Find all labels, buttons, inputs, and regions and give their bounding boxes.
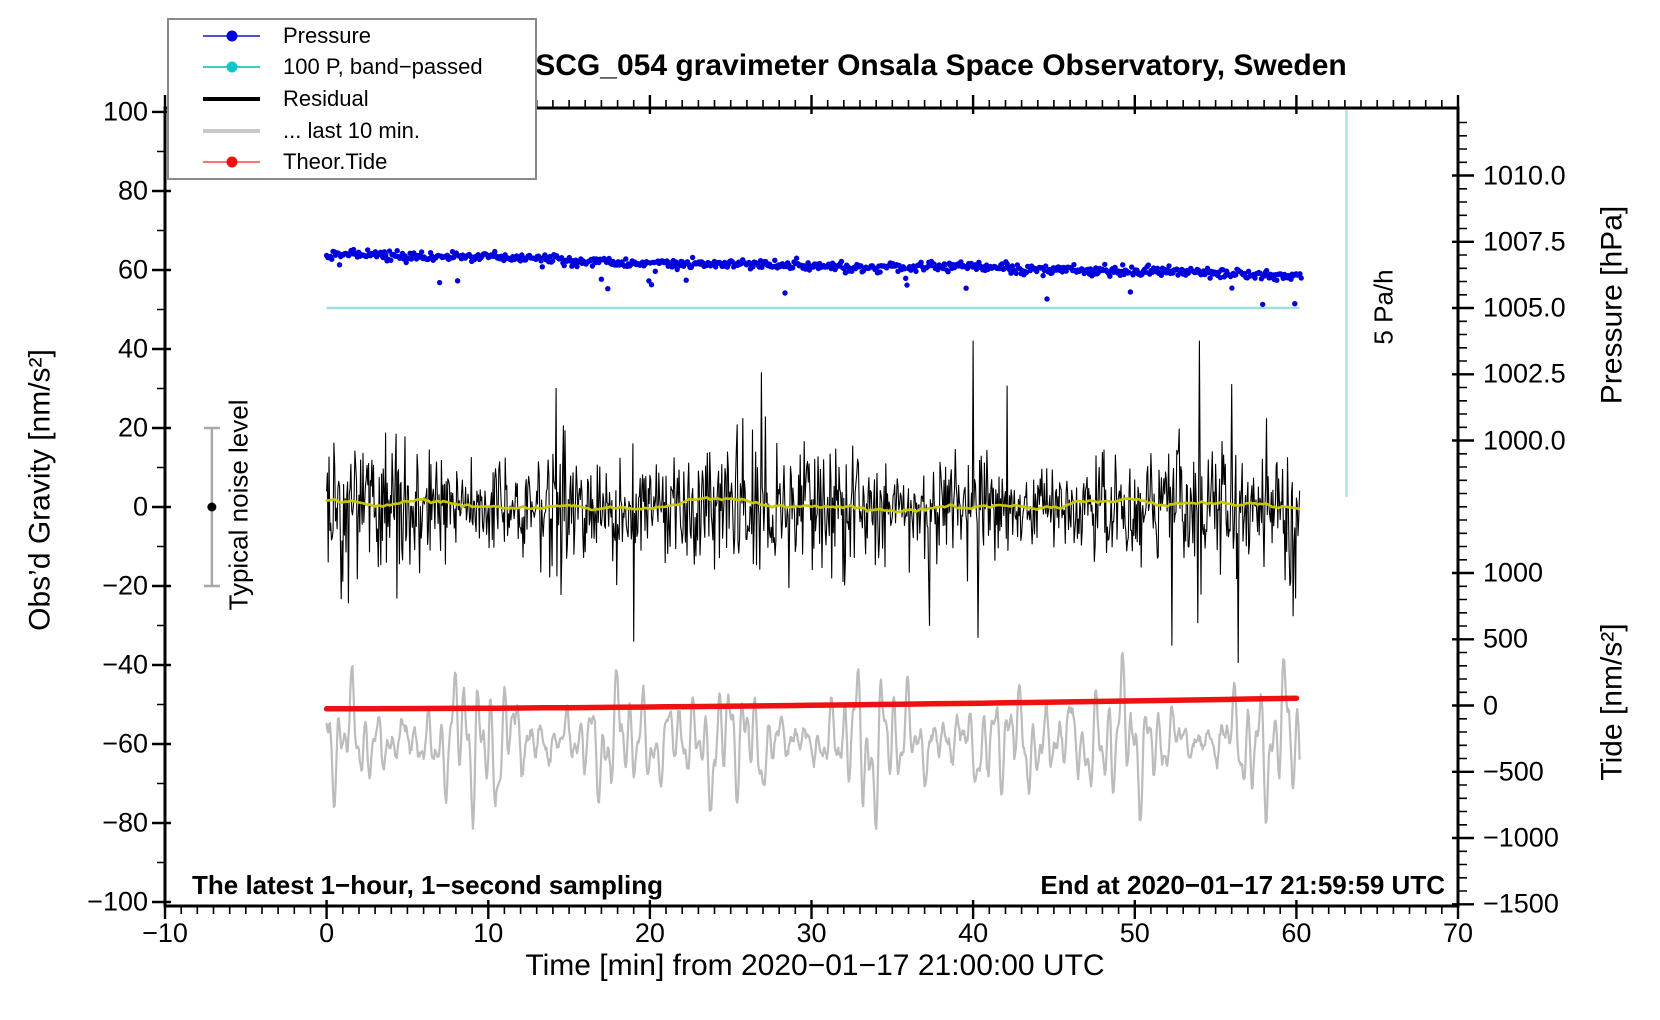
- legend-label: Theor.Tide: [283, 149, 388, 175]
- legend-swatch-theortide: [203, 156, 260, 168]
- legend-item-theortide: Theor.Tide: [169, 147, 535, 177]
- gravity-tick-label: 80: [117, 175, 148, 206]
- legend-item-pressure: Pressure: [169, 21, 535, 51]
- plot-frame: [163, 106, 1460, 908]
- x-tick-label: 10: [473, 918, 504, 948]
- pressure-dots: [323, 246, 1304, 308]
- y-axis-label-gravity: Obs’d Gravity [nm/s²]: [23, 349, 57, 631]
- major-ticks: [152, 95, 1474, 919]
- legend-item-last10min: ... last 10 min.: [169, 116, 535, 146]
- legend-box: Pressure 100 P, band−passed Residual ...…: [167, 18, 537, 180]
- pressure-tick-label: 1000.0: [1483, 425, 1566, 455]
- pressure-rate-label: 5 Pa/h: [1368, 269, 1399, 345]
- legend-label: Pressure: [283, 22, 372, 48]
- tide-tick-label: 1000: [1483, 557, 1544, 588]
- x-tick-label: 50: [1119, 918, 1150, 948]
- x-tick-label: 40: [958, 918, 989, 948]
- residual-trace: [326, 340, 1301, 664]
- pressure-tick-label: 1005.0: [1483, 292, 1566, 323]
- x-tick-label: 0: [319, 918, 335, 948]
- gravity-tick-label: 20: [117, 412, 148, 443]
- tide-tick-label: −1000: [1483, 822, 1559, 853]
- legend-label: 100 P, band−passed: [283, 54, 483, 80]
- minor-ticks: [157, 100, 1467, 914]
- legend-item-residual: Residual: [169, 84, 535, 114]
- gravity-tick-label: 60: [117, 254, 148, 285]
- y-axis-label-pressure: Pressure [hPa]: [1595, 205, 1629, 405]
- pressure-tick-label: 1002.5: [1483, 358, 1566, 389]
- legend-swatch-last10min: [203, 125, 260, 137]
- x-tick-label: 70: [1442, 918, 1474, 948]
- x-axis-label: Time [min] from 2020−01−17 21:00:00 UTC: [525, 949, 1105, 982]
- gravity-tick-label: −100: [87, 886, 148, 917]
- gravity-tick-label: −60: [102, 728, 148, 759]
- residual-last10min-trace: [325, 651, 1301, 830]
- gravity-tick-label: 0: [132, 491, 148, 522]
- chart-title: SCG_054 gravimeter Onsala Space Observat…: [535, 49, 1347, 82]
- tide-tick-label: −1500: [1483, 888, 1559, 919]
- noise-level-label: Typical noise level: [223, 399, 254, 611]
- tide-tick-label: 0: [1483, 690, 1499, 720]
- gravity-tick-label: 40: [117, 333, 148, 364]
- x-tick-label: 60: [1281, 918, 1312, 948]
- gravity-tick-label: −80: [102, 807, 148, 838]
- gravity-tick-label: 100: [102, 96, 148, 127]
- legend-swatch-residual: [203, 93, 260, 105]
- residual-mean-line: [325, 496, 1301, 514]
- legend-label: Residual: [283, 85, 369, 111]
- theoretical-tide-line: [323, 695, 1300, 712]
- sampling-annotation: The latest 1−hour, 1−second sampling: [192, 870, 664, 900]
- legend-swatch-pressure: [203, 30, 260, 42]
- end-time-annotation: End at 2020−01−17 21:59:59 UTC: [1040, 870, 1445, 900]
- y-axis-label-tide: Tide [nm/s²]: [1595, 623, 1629, 781]
- pressure-tick-label: 1007.5: [1483, 226, 1566, 257]
- legend-label: ... last 10 min.: [283, 117, 420, 143]
- tide-tick-label: 500: [1483, 623, 1529, 654]
- x-tick-label: 30: [796, 918, 827, 948]
- noise-level-dot: [207, 502, 217, 512]
- gravity-tick-label: −20: [102, 570, 148, 601]
- legend-item-bandpassed: 100 P, band−passed: [169, 52, 535, 82]
- legend-swatch-bandpassed: [203, 61, 260, 73]
- tide-tick-label: −500: [1483, 756, 1544, 787]
- gravity-tick-label: −40: [102, 649, 148, 680]
- x-tick-label: 20: [634, 918, 665, 948]
- x-tick-label: −10: [142, 918, 188, 948]
- pressure-tick-label: 1010.0: [1483, 160, 1566, 190]
